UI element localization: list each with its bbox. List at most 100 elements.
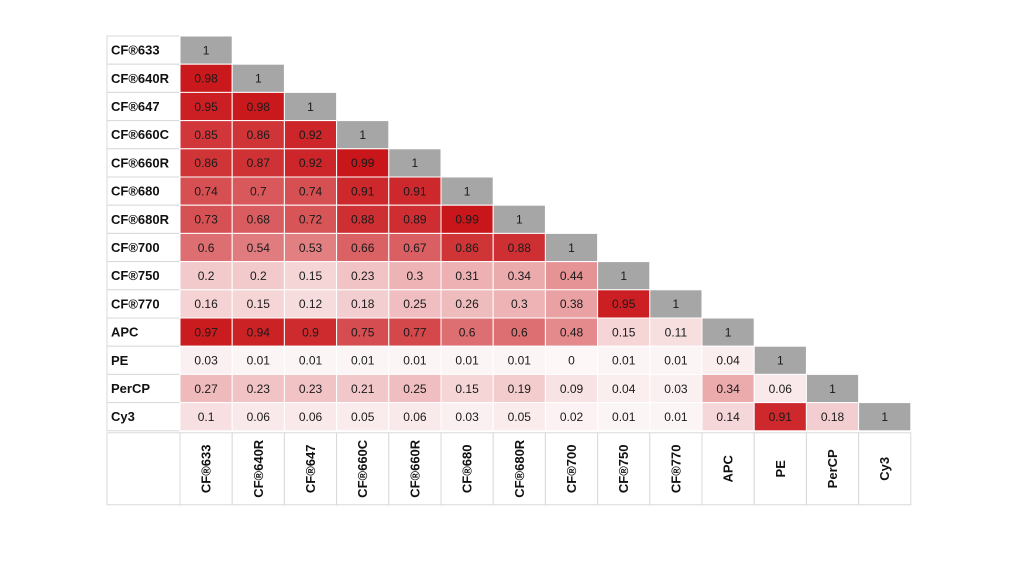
cell-value-label: 1	[255, 72, 262, 86]
heatmap-cell	[753, 373, 807, 404]
heatmap-cell	[492, 317, 546, 347]
cell-value-label: 0.34	[508, 269, 532, 283]
cell-value-label: 1	[568, 241, 575, 255]
heatmap-cell	[179, 91, 233, 122]
row-label: CF®640R	[111, 71, 170, 86]
row-label: CF®700	[111, 240, 160, 255]
diagonal-cell	[544, 232, 599, 263]
cell-value-label: 0.04	[612, 382, 636, 396]
cell-value-label: 0.6	[459, 325, 476, 339]
column-label: CF®770	[668, 444, 683, 493]
heatmap-cell	[701, 373, 755, 404]
cell-value-label: 0.01	[508, 354, 532, 368]
cell-value-label: 0.18	[821, 410, 845, 424]
heatmap-cell	[179, 345, 233, 375]
cell-value-label: 0.34	[716, 382, 740, 396]
row-label-cell	[106, 232, 181, 263]
cell-value-label: 0.3	[407, 269, 424, 283]
heatmap-cell	[492, 402, 546, 432]
cell-value-label: 1	[464, 184, 471, 198]
heatmap-cell	[649, 373, 703, 404]
cell-value-label: 0.68	[247, 213, 271, 227]
column-label: Cy3	[877, 457, 892, 481]
cell-value-label: 0.91	[351, 184, 375, 198]
cell-value-label: 0.86	[247, 128, 271, 142]
cell-value-label: 1	[359, 128, 366, 142]
cell-value-label: 0.16	[194, 297, 218, 311]
cell-value-label: 0.99	[351, 156, 375, 170]
cell-value-label: 1	[673, 297, 680, 311]
row-label: CF®680R	[111, 212, 170, 227]
cell-value-label: 0.86	[455, 241, 479, 255]
cell-value-label: 0.91	[403, 184, 427, 198]
heatmap-cell	[231, 176, 285, 206]
column-label: CF®640R	[251, 439, 266, 498]
column-label-cell	[336, 432, 390, 506]
heatmap-cell	[544, 289, 599, 319]
cell-value-label: 0.01	[403, 354, 427, 368]
heatmap-cell	[492, 373, 546, 404]
cell-value-label: 0.03	[664, 382, 688, 396]
column-label: CF®700	[564, 444, 579, 493]
cell-value-label: 0.92	[299, 128, 323, 142]
cell-value-label: 0.09	[560, 382, 584, 396]
heatmap-cell	[701, 345, 755, 375]
cell-value-label: 0.12	[299, 297, 323, 311]
heatmap-cell	[492, 345, 546, 375]
row-label: CF®750	[111, 268, 160, 283]
cell-value-label: 0.15	[455, 382, 479, 396]
cell-value-label: 0.25	[403, 297, 427, 311]
column-label-cell	[805, 432, 860, 506]
row-label: PE	[111, 353, 129, 368]
cell-value-label: 0.21	[351, 382, 375, 396]
cell-value-label: 0.25	[403, 382, 427, 396]
cell-value-label: 1	[881, 410, 888, 424]
column-label-cell	[544, 432, 599, 506]
heatmap-cell	[179, 204, 233, 234]
heatmap-cell	[544, 317, 599, 347]
heatmap-cell	[231, 345, 285, 375]
heatmap-cell	[597, 345, 651, 375]
cell-value-label: 0.3	[511, 297, 528, 311]
column-label: APC	[721, 454, 736, 482]
diagonal-cell	[597, 261, 651, 291]
cell-value-label: 1	[620, 269, 627, 283]
cell-value-label: 0.01	[351, 354, 375, 368]
cell-value-label: 0.11	[665, 325, 688, 339]
cell-value-label: 0.88	[508, 241, 532, 255]
heatmap-cell	[179, 261, 233, 291]
cell-value-label: 0.88	[351, 213, 375, 227]
cell-value-label: 0.06	[299, 410, 323, 424]
cell-value-label: 0.87	[247, 156, 271, 170]
cell-value-label: 0.15	[612, 325, 636, 339]
heatmap-cell	[649, 402, 703, 432]
heatmap-cell	[336, 345, 390, 375]
cell-value-label: 0.03	[194, 354, 218, 368]
cell-value-label: 0.6	[198, 241, 215, 255]
cell-value-label: 0.73	[194, 213, 218, 227]
heatmap-cell	[388, 232, 442, 263]
column-label-cell	[179, 432, 233, 506]
column-label-cell	[753, 432, 807, 506]
heatmap-cell	[283, 317, 338, 347]
cell-value-label: 0.85	[194, 128, 218, 142]
cell-value-label: 0.06	[769, 382, 793, 396]
cell-value-label: 0.53	[299, 241, 323, 255]
column-label-cell	[858, 432, 912, 506]
cell-value-label: 0.99	[455, 213, 479, 227]
row-label-cell	[106, 345, 181, 375]
row-label-cell	[106, 63, 181, 93]
cell-value-label: 0.06	[247, 410, 271, 424]
cell-value-label: 1	[777, 354, 784, 368]
heatmap-cell	[388, 402, 442, 432]
cell-value-label: 0.01	[247, 354, 271, 368]
cell-value-label: 0.9	[302, 325, 319, 339]
heatmap-cell	[701, 402, 755, 432]
diagonal-cell	[231, 63, 285, 93]
diagonal-cell	[283, 91, 338, 122]
cell-value-label: 0.27	[194, 382, 218, 396]
heatmap-cell	[336, 402, 390, 432]
cell-value-label: 0.38	[560, 297, 584, 311]
diagonal-cell	[701, 317, 755, 347]
heatmap-cell	[231, 402, 285, 432]
